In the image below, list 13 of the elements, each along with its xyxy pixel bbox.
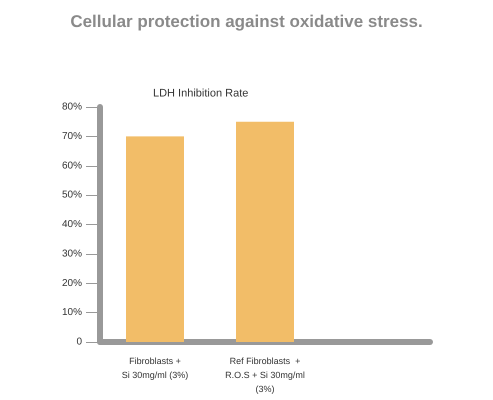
y-tick-label: 10%	[62, 307, 82, 318]
chart-subtitle: LDH Inhibition Rate	[153, 88, 248, 100]
y-tick-label: 20%	[62, 278, 82, 289]
chart-title: Cellular protection against oxidative stress.	[70, 12, 423, 31]
y-tick-label: 70%	[62, 130, 82, 142]
y-tick-label: 60%	[62, 160, 82, 172]
x-tick-label: Fibroblasts + Si 30mg/ml (3%)	[122, 356, 188, 380]
x-tick-label: Ref Fibroblasts + R.O.S + Si 30mg/ml (3%)	[225, 356, 305, 394]
y-tick-label: 50%	[62, 190, 82, 201]
y-tick-label: 30%	[62, 248, 82, 260]
y-tick-label: 40%	[62, 219, 82, 230]
y-tick-label: 0	[76, 336, 82, 348]
y-tick-label: 80%	[62, 102, 82, 112]
